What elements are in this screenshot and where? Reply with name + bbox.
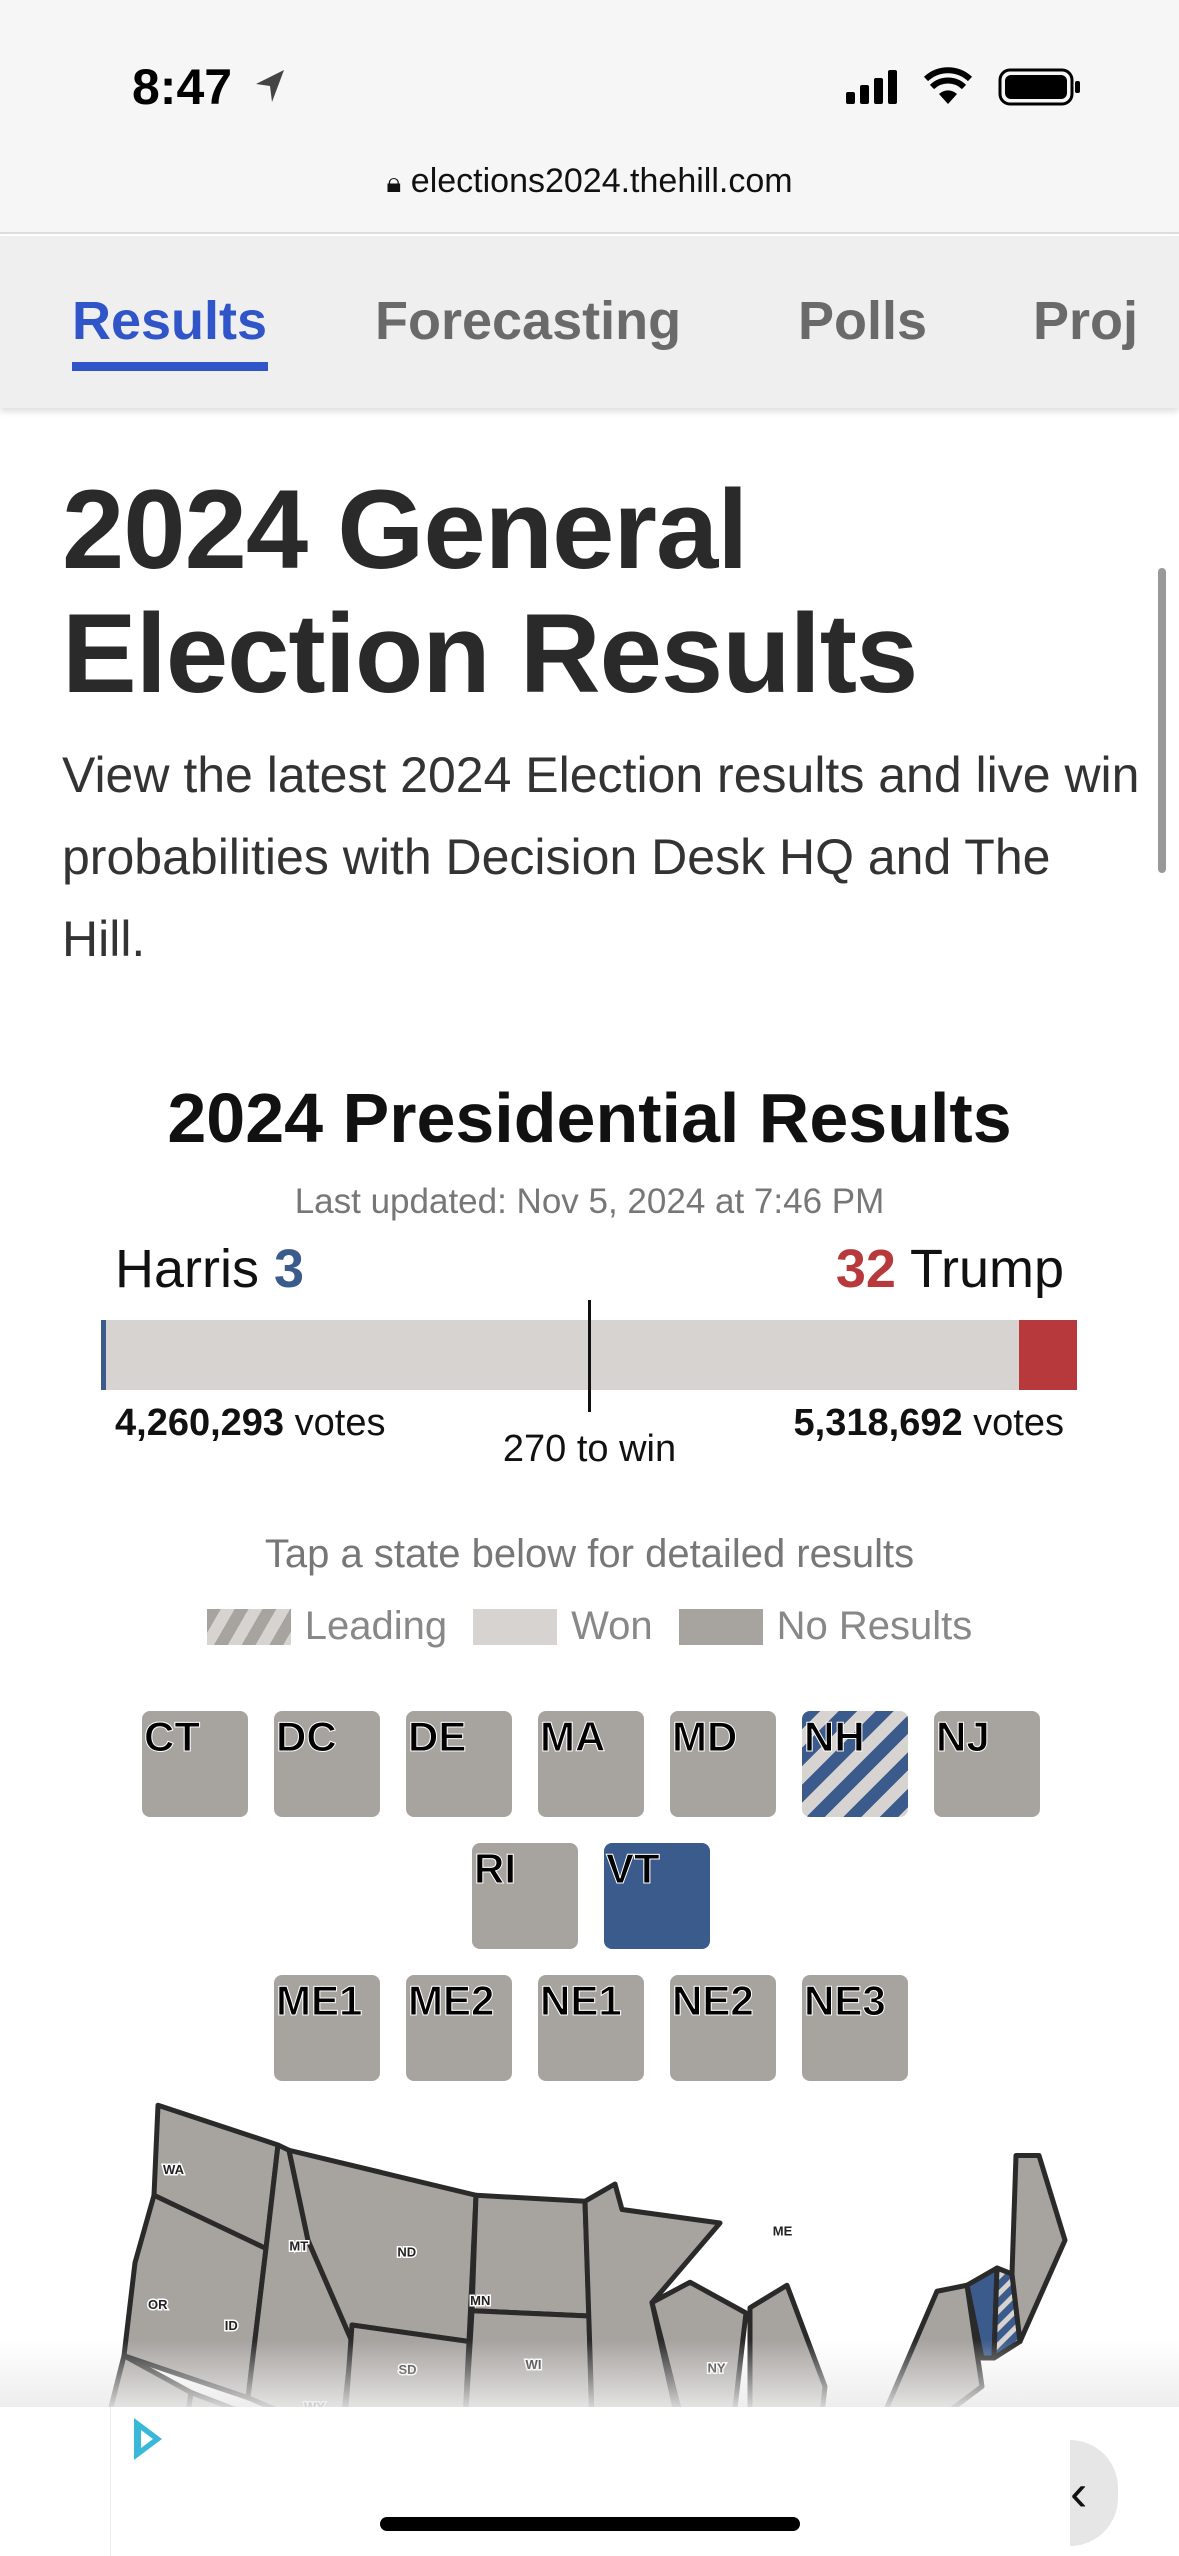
map-fade [0, 2340, 1179, 2408]
legend-label: Won [571, 1604, 653, 1648]
ad-banner[interactable] [0, 2407, 1179, 2556]
leading-swatch [206, 1608, 291, 1645]
state-box-vt[interactable]: VT [604, 1843, 710, 1949]
state-label: WA [163, 2162, 185, 2177]
address-bar[interactable]: 🔒︎ elections2024.thehill.com [0, 162, 1179, 201]
trump-bar-fill [1018, 1320, 1077, 1390]
scrollbar[interactable] [1158, 568, 1166, 873]
tab-projections[interactable]: Proj [1033, 291, 1139, 351]
vote-count: 5,318,692 [793, 1402, 963, 1444]
trump-label: 32 Trump [836, 1238, 1064, 1300]
no-results-swatch [678, 1608, 763, 1645]
home-indicator[interactable] [380, 2517, 800, 2531]
status-time: 8:47 [132, 59, 233, 115]
state-box-me1[interactable]: ME1 [274, 1975, 380, 2081]
map-legend: Leading Won No Results [0, 1604, 1179, 1649]
tab-forecasting[interactable]: Forecasting [375, 291, 682, 351]
state-box-nh[interactable]: NH [802, 1711, 908, 1817]
url-text: elections2024.thehill.com [410, 162, 793, 200]
section-tabs: Results Forecasting Polls Proj [0, 236, 1179, 408]
state-me[interactable] [1009, 2153, 1068, 2344]
state-label: MN [470, 2293, 490, 2308]
candidate-name: Harris [115, 1239, 259, 1299]
state-box-ma[interactable]: MA [538, 1711, 644, 1817]
harris-bar-fill [101, 1320, 107, 1390]
state-label: ID [225, 2318, 238, 2333]
ad-content[interactable] [110, 2407, 1072, 2556]
page-title: 2024 General Election Results [62, 467, 918, 716]
state-label: OR [148, 2297, 168, 2312]
legend-label: Leading [304, 1604, 448, 1648]
legend-label: No Results [776, 1604, 973, 1648]
title-line: 2024 General [62, 467, 748, 592]
last-updated: Last updated: Nov 5, 2024 at 7:46 PM [294, 1182, 885, 1221]
state-box-ne3[interactable]: NE3 [802, 1975, 908, 2081]
state-label: ND [397, 2244, 416, 2259]
state-label: MT [289, 2238, 308, 2253]
votes-label: votes [973, 1402, 1064, 1444]
harris-ev: 3 [274, 1239, 305, 1299]
harris-label: Harris 3 [115, 1238, 304, 1300]
location-arrow-icon [256, 70, 284, 102]
tab-polls[interactable]: Polls [798, 291, 928, 351]
won-swatch [473, 1608, 558, 1645]
state-label: ME [773, 2223, 793, 2238]
state-box-ri[interactable]: RI [472, 1843, 578, 1949]
cellular-signal-icon [846, 70, 897, 104]
trump-ev: 32 [835, 1239, 896, 1299]
candidate-name: Trump [909, 1239, 1064, 1299]
browser-top-bar: 8:47 🔒︎ elections2024.thehill.com [0, 0, 1179, 234]
battery-icon [998, 68, 1080, 106]
state-box-ne1[interactable]: NE1 [538, 1975, 644, 2081]
active-tab-underline [72, 362, 268, 371]
votes-label: votes [294, 1402, 386, 1444]
lock-icon: 🔒︎ [386, 167, 402, 198]
tab-results[interactable]: Results [72, 291, 268, 351]
state-box-nj[interactable]: NJ [934, 1711, 1040, 1817]
vote-count: 4,260,293 [115, 1402, 285, 1444]
270-marker [588, 1300, 591, 1412]
wifi-icon [924, 67, 972, 104]
state-box-md[interactable]: MD [670, 1711, 776, 1817]
tap-hint: Tap a state below for detailed results [264, 1532, 915, 1576]
results-title: 2024 Presidential Results [167, 1079, 1012, 1157]
state-box-de[interactable]: DE [406, 1711, 512, 1817]
title-line: Election Results [62, 591, 918, 716]
state-box-dc[interactable]: DC [274, 1711, 380, 1817]
ad-choices-icon[interactable] [128, 2414, 168, 2464]
trump-votes: 5,318,692 votes [794, 1402, 1064, 1445]
page-description: View the latest 2024 Election results an… [62, 747, 1140, 967]
state-box-ne2[interactable]: NE2 [670, 1975, 776, 2081]
state-box-me2[interactable]: ME2 [406, 1975, 512, 2081]
harris-votes: 4,260,293 votes [115, 1402, 385, 1445]
state-box-ct[interactable]: CT [142, 1711, 248, 1817]
to-win-label: 270 to win [502, 1428, 677, 1470]
